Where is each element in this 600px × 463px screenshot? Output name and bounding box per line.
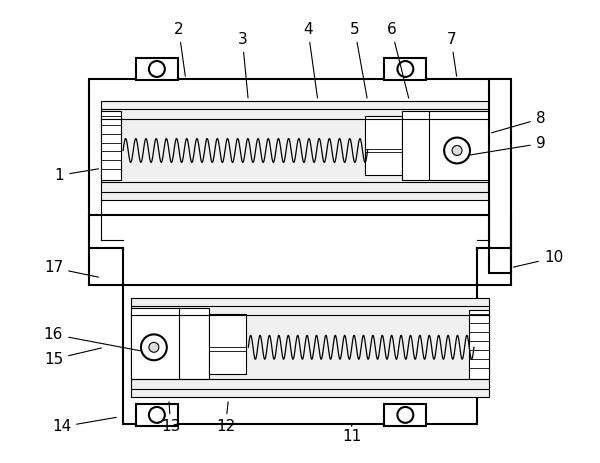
Text: 1: 1 [55, 168, 98, 183]
Text: 11: 11 [342, 424, 361, 444]
Text: 6: 6 [386, 22, 409, 98]
Text: 15: 15 [44, 348, 101, 367]
Text: 4: 4 [303, 22, 317, 98]
Text: 10: 10 [514, 250, 563, 267]
Circle shape [452, 145, 462, 156]
Circle shape [149, 407, 165, 423]
Text: 8: 8 [491, 111, 545, 133]
Bar [489, 79, 511, 273]
Text: 2: 2 [174, 22, 185, 76]
Text: 7: 7 [446, 31, 457, 76]
Circle shape [397, 407, 413, 423]
Bar [365, 116, 403, 175]
Bar [131, 307, 209, 379]
Text: 5: 5 [350, 22, 367, 98]
Circle shape [149, 342, 159, 352]
Text: 17: 17 [44, 260, 98, 277]
Bar [385, 58, 426, 80]
Text: 3: 3 [238, 31, 248, 98]
Bar [123, 285, 477, 424]
Circle shape [397, 61, 413, 77]
Circle shape [141, 334, 167, 360]
Bar [101, 111, 121, 180]
Text: 12: 12 [216, 402, 235, 434]
Text: 16: 16 [44, 327, 140, 351]
Bar [385, 404, 426, 426]
Bar [469, 310, 489, 379]
Bar [136, 404, 178, 426]
Bar [136, 58, 178, 80]
Bar [209, 314, 247, 374]
Bar [403, 111, 489, 180]
Text: 13: 13 [161, 402, 181, 434]
Circle shape [444, 138, 470, 163]
Text: 14: 14 [52, 417, 116, 434]
Bar [131, 298, 489, 397]
Circle shape [149, 61, 165, 77]
Bar [101, 101, 489, 200]
Bar [89, 79, 509, 215]
Text: 9: 9 [470, 136, 545, 155]
